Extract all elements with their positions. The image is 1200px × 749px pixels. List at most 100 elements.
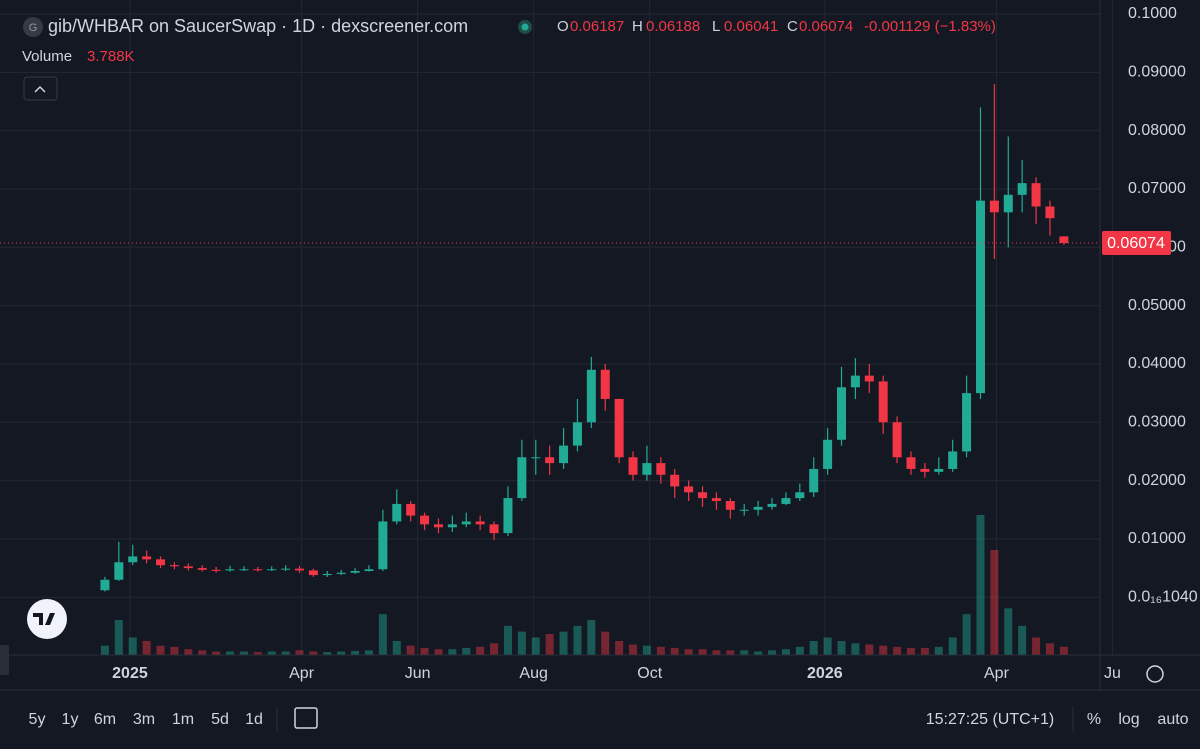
volume-bar	[406, 645, 415, 655]
collapse-button[interactable]	[23, 76, 58, 101]
volume-bar	[434, 649, 443, 655]
volume-bar	[198, 650, 207, 655]
volume-bar	[754, 651, 763, 655]
ohlc-value: 0.06074	[799, 18, 853, 35]
volume-bar	[948, 637, 957, 655]
axes: 0.0₁₆1040 0.01000 0.02000 0.03000 0.04000 0.0…	[112, 5, 1198, 682]
candle-body	[281, 568, 291, 570]
y-tick-label: 0.04000	[1128, 355, 1186, 372]
ohlc-key: H	[632, 18, 643, 35]
volume-bar	[976, 515, 985, 655]
volume-bar	[934, 646, 943, 655]
volume-bar	[462, 648, 471, 655]
grid	[0, 0, 1114, 655]
volume-bar	[337, 651, 346, 655]
candle-body	[670, 474, 680, 487]
candle-body	[892, 422, 902, 458]
volume-bar	[545, 634, 554, 655]
candle-body	[975, 200, 985, 394]
volume-bar	[670, 648, 679, 655]
y-tick-label: 0.09000	[1128, 64, 1186, 81]
volume-bar	[253, 652, 262, 655]
range-button[interactable]: 1y	[62, 711, 79, 728]
volume-bar	[920, 648, 929, 655]
volume-bar	[962, 614, 971, 655]
y-tick-label: 0.0₁₆1040	[1128, 588, 1198, 605]
volume-bar	[781, 649, 790, 655]
candle-body	[934, 468, 944, 472]
volume-bar	[587, 620, 596, 655]
status-dot	[521, 23, 529, 31]
volume-bar	[865, 644, 874, 655]
x-tick-label: Apr	[984, 665, 1010, 682]
ohlc-key: O	[557, 18, 569, 35]
candle-body	[781, 498, 791, 504]
auto-toggle[interactable]: auto	[1157, 711, 1188, 728]
candle-body	[684, 486, 694, 493]
volume-bar	[573, 625, 582, 655]
volume-bar	[559, 631, 568, 655]
candle-body	[308, 570, 318, 576]
range-button[interactable]: 1d	[245, 711, 263, 728]
volume-bar	[684, 649, 693, 655]
candle-body	[1045, 206, 1055, 219]
candle-body	[809, 468, 819, 493]
volume-bar	[128, 637, 137, 655]
x-tick-label: 2025	[112, 665, 148, 682]
candle-body	[823, 439, 833, 469]
candle-body	[642, 463, 652, 475]
candle-body	[767, 503, 777, 507]
log-toggle[interactable]: log	[1118, 711, 1139, 728]
candle-body	[1017, 183, 1027, 195]
logo	[27, 599, 67, 639]
y-tick-label: 0.03000	[1128, 413, 1186, 430]
x-tick-label: Aug	[519, 665, 547, 682]
volume-bar	[893, 646, 902, 655]
volume-bar	[1032, 637, 1041, 655]
candle-body	[850, 375, 860, 388]
candle-body	[1003, 194, 1013, 213]
volume-bar	[615, 641, 624, 655]
range-button[interactable]: 5y	[29, 711, 46, 728]
candle-body	[503, 498, 513, 534]
candle-body	[517, 457, 527, 499]
volume-bar	[490, 643, 499, 655]
range-button[interactable]: 6m	[94, 711, 116, 728]
settings-icon[interactable]	[1146, 665, 1164, 683]
candle-body	[920, 468, 930, 472]
token-icon	[23, 17, 43, 37]
change: -0.001129 (−1.83%)	[864, 18, 996, 35]
range-button[interactable]: 1m	[172, 711, 194, 728]
ohlc-key: C	[787, 18, 798, 35]
side-handle[interactable]	[0, 645, 9, 675]
candle-body	[406, 503, 416, 516]
volume-bar	[420, 648, 429, 655]
candle-body	[253, 569, 263, 571]
candles	[0, 83, 1100, 592]
volume-pane	[100, 515, 1068, 655]
volume-bar	[712, 650, 721, 655]
x-tick-label: Ju	[1104, 665, 1121, 682]
volume-bar	[837, 641, 846, 655]
volume-bar	[768, 650, 777, 655]
date-range-icon[interactable]	[294, 707, 318, 729]
volume-bar	[531, 637, 540, 655]
title: gib/WHBAR on SaucerSwap · 1D · dexscreen…	[48, 16, 468, 36]
volume-bar	[170, 646, 179, 655]
range-button[interactable]: 3m	[133, 711, 155, 728]
volume-bar	[448, 649, 457, 655]
range-button[interactable]: 5d	[211, 711, 229, 728]
candle-body	[156, 559, 166, 566]
candle-body	[906, 457, 916, 469]
candle-body	[420, 515, 430, 525]
percent-toggle[interactable]: %	[1087, 711, 1101, 728]
candle-body	[211, 569, 221, 571]
logo-mark	[33, 613, 55, 625]
volume-bar	[601, 631, 610, 655]
candle-body	[433, 524, 443, 528]
x-tick-label: 2026	[807, 665, 843, 682]
candle-body	[364, 569, 374, 572]
volume-bar	[906, 648, 915, 655]
volume-bar	[267, 651, 276, 655]
